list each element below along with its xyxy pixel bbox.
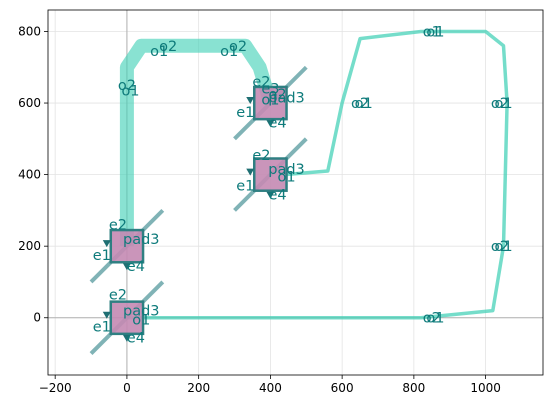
port-label: e4 [127, 330, 145, 346]
port-label: o2 [351, 96, 369, 112]
port-label: e2 [252, 75, 270, 91]
x-tick-label: 200 [187, 381, 210, 395]
port-label: o1 [423, 24, 441, 40]
y-tick-label: 600 [18, 96, 41, 110]
port-marker-e4 [266, 120, 275, 128]
port-label: o2 [229, 39, 247, 55]
x-tick-label: 600 [331, 381, 354, 395]
pad-square [253, 85, 288, 121]
x-tick-label: 1000 [470, 381, 501, 395]
y-tick-label: 0 [33, 311, 41, 325]
port-label: e2 [109, 287, 127, 303]
port-label: o2 [118, 78, 136, 94]
port-marker-e1 [102, 240, 111, 248]
port-label: o2 [269, 87, 287, 103]
port-label: o1 [494, 96, 512, 112]
port-label: o1 [132, 313, 150, 329]
port-label: e2 [252, 148, 270, 164]
port-label: o2 [491, 239, 509, 255]
port-label: pad3 [123, 232, 160, 248]
pad-square [109, 228, 145, 264]
port-label: e3 [261, 82, 279, 98]
axis-ticks: −200 0 200 400 600 800 1000 0 200 400 600 800 [18, 24, 501, 395]
thin-route-top [126, 29, 509, 320]
port-label: pad3 [268, 162, 305, 178]
port-label: o2 [159, 39, 177, 55]
thick-route [119, 38, 278, 247]
port-label: o1 [355, 96, 373, 112]
pad-square [253, 157, 288, 192]
x-tick-label: −200 [39, 381, 72, 395]
port-label: e1 [93, 320, 111, 336]
port-label: e4 [268, 187, 286, 203]
port-marker-e4 [122, 263, 131, 271]
pad-a [89, 280, 165, 355]
port-label: o2 [491, 96, 509, 112]
port-marker-e1 [246, 168, 255, 176]
port-label: e1 [93, 248, 111, 264]
port-label: o1 [121, 84, 139, 100]
pad-b [89, 208, 165, 284]
port-label: pad3 [268, 91, 305, 107]
x-tick-label: 400 [259, 381, 282, 395]
port-label: o1 [277, 169, 295, 185]
waveguide-routes [119, 29, 509, 320]
pad-d [233, 65, 308, 141]
port-marker-e1 [246, 97, 255, 105]
port-marker-e4 [122, 334, 131, 342]
port-label: e1 [236, 105, 254, 121]
pad-square [109, 300, 145, 336]
x-tick-label: 800 [402, 381, 425, 395]
port-label: o1 [426, 311, 444, 327]
port-label: e4 [268, 116, 286, 132]
port-label: o1 [494, 239, 512, 255]
axes-frame [47, 9, 544, 376]
port-label: pad3 [123, 304, 160, 320]
y-tick-label: 200 [18, 239, 41, 253]
port-label: o1 [220, 44, 238, 60]
y-tick-label: 400 [18, 168, 41, 182]
port-marker-e4 [266, 191, 275, 199]
y-tick-label: 800 [18, 24, 41, 38]
port-marker-e1 [102, 311, 111, 319]
port-label: e4 [127, 259, 145, 275]
port-label: e2 [109, 218, 127, 234]
pad-c [233, 137, 308, 212]
port-label: o1 [150, 44, 168, 60]
port-label: o2 [423, 311, 441, 327]
port-label: o1 [426, 24, 444, 40]
x-tick-label: 0 [123, 381, 131, 395]
port-label: e1 [236, 178, 254, 194]
pads [89, 65, 308, 355]
port-label: o1 [261, 92, 279, 108]
